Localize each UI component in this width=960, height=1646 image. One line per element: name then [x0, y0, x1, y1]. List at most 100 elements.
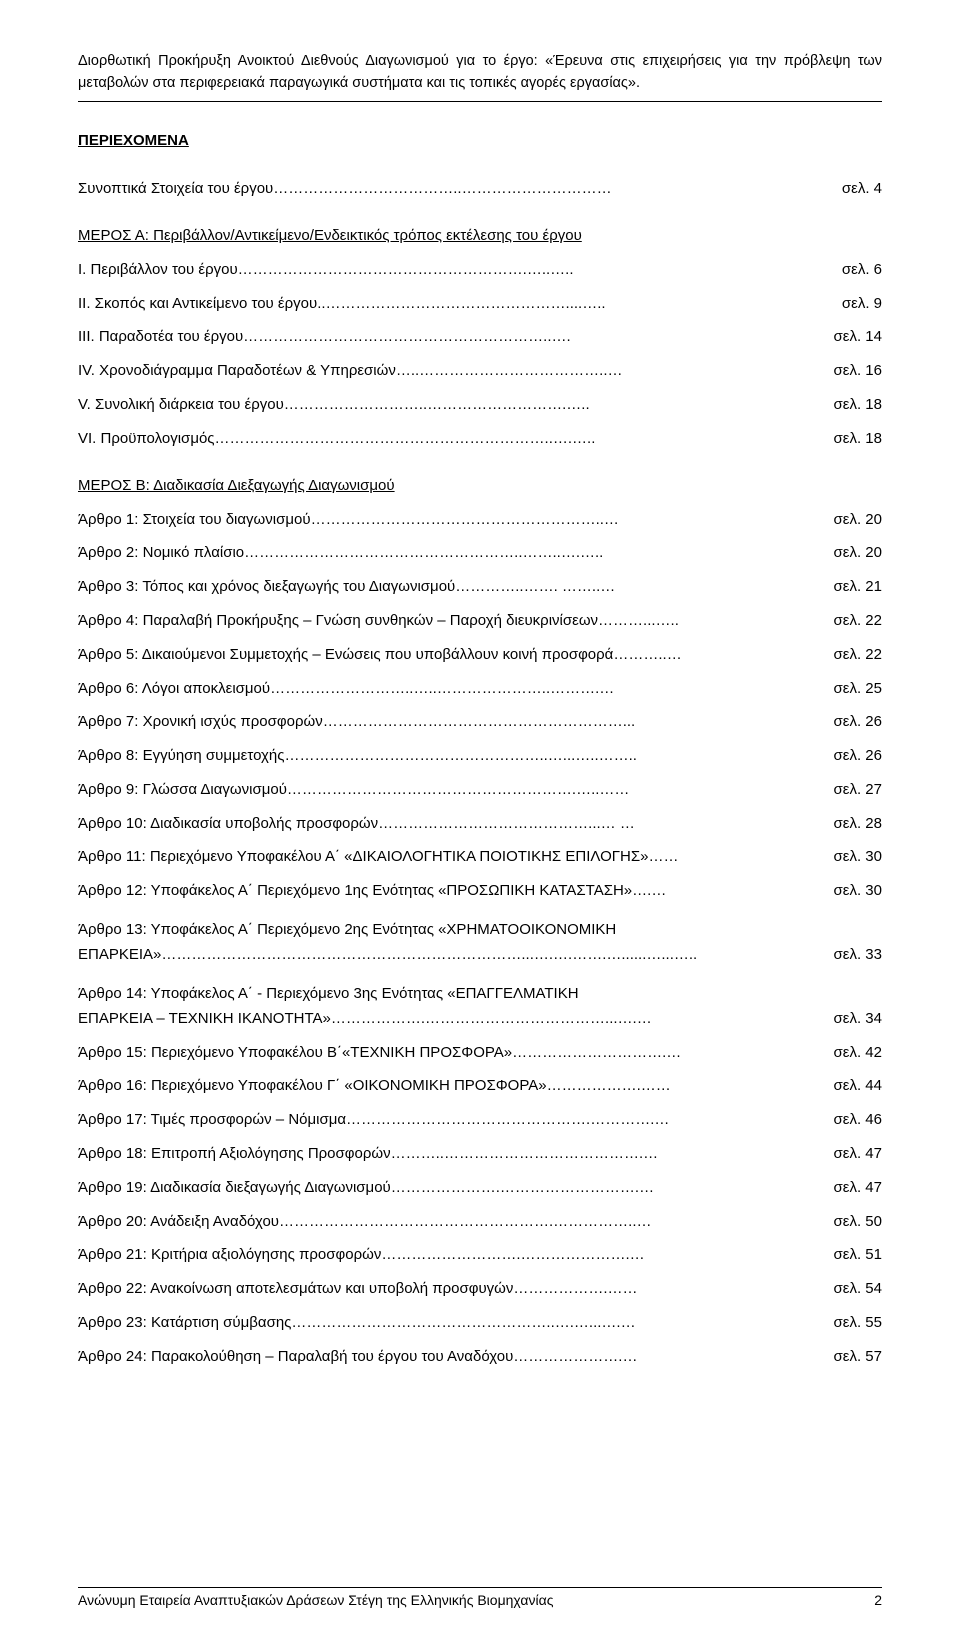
- toc-label: Άρθρο 17: Τιμές προσφορών – Νόμισμα: [78, 1110, 346, 1130]
- toc-row: Άρθρο 19: Διαδικασία διεξαγωγής Διαγωνισ…: [78, 1178, 882, 1198]
- toc-label: Άρθρο 11: Περιεχόμενο Υποφακέλου Α΄ «ΔΙΚ…: [78, 847, 648, 867]
- toc-row: Άρθρο 24: Παρακολούθηση – Παραλαβή του έ…: [78, 1347, 882, 1367]
- toc-label: ΙΙΙ. Παραδοτέα του έργου: [78, 327, 243, 347]
- toc-page: σελ. 21: [834, 577, 882, 597]
- toc-row: Άρθρο 4: Παραλαβή Προκήρυξης – Γνώση συν…: [78, 611, 882, 631]
- toc-row: IV. Χρονοδιάγραμμα Παραδοτέων & Υπηρεσιώ…: [78, 361, 882, 381]
- toc-page: σελ. 28: [834, 814, 882, 834]
- toc-row: Άρθρο 20: Ανάδειξη Αναδόχου …………………………………: [78, 1212, 882, 1232]
- toc-fill: ……………………………………...… …: [378, 814, 833, 834]
- toc-row: Άρθρο 22: Ανακοίνωση αποτελεσμάτων και υ…: [78, 1279, 882, 1299]
- toc-row: Άρθρο 1: Στοιχεία του διαγωνισμού …………………: [78, 510, 882, 530]
- toc-page: σελ. 18: [834, 395, 882, 415]
- toc-fill: ………………………………………………….…..……: [287, 780, 834, 800]
- toc-label: Άρθρο 20: Ανάδειξη Αναδόχου: [78, 1212, 279, 1232]
- toc-page: σελ. 30: [834, 847, 882, 867]
- toc-label: Άρθρο 21: Κριτήρια αξιολόγησης προσφορών: [78, 1245, 381, 1265]
- toc-row: V. Συνολική διάρκεια του έργου …………………………: [78, 395, 882, 415]
- toc-fill: ……………………….………………….…: [381, 1245, 833, 1265]
- toc-row: Άρθρο 6: Λόγοι αποκλεισμού ………………………..….…: [78, 679, 882, 699]
- toc-page: σελ. 42: [834, 1043, 882, 1063]
- toc-fill: ………………………………………….………….…: [346, 1110, 833, 1130]
- toc-label: Συνοπτικά Στοιχεία του έργου: [78, 179, 273, 199]
- contents-title: ΠΕΡΙΕΧΟΜΕΝΑ: [78, 132, 882, 149]
- toc-fill: ……………………………………………..….…...….…: [291, 1313, 833, 1333]
- toc-row: Άρθρο 21: Κριτήρια αξιολόγησης προσφορών…: [78, 1245, 882, 1265]
- toc-label: Άρθρο 8: Εγγύηση συμμετοχής: [78, 746, 284, 766]
- toc-fill: ………………………………………………..……..….…..: [244, 543, 833, 563]
- toc-label: ΙΙ. Σκοπός και Αντικείμενο του έργου: [78, 294, 317, 314]
- toc-row: Άρθρο 2: Νομικό πλαίσιο ……………………………………………: [78, 543, 882, 563]
- toc-fill: ………………….…: [513, 1347, 833, 1367]
- toc-page: σελ. 46: [834, 1110, 882, 1130]
- toc-label: Άρθρο 15: Περιεχόμενο Υποφακέλου Β΄«ΤΕΧΝ…: [78, 1043, 512, 1063]
- page-container: Διορθωτική Προκήρυξη Ανοικτού Διεθνούς Δ…: [0, 0, 960, 1646]
- toc-label: Άρθρο 4: Παραλαβή Προκήρυξης – Γνώση συν…: [78, 611, 598, 631]
- toc-fill: ……………….……: [547, 1076, 834, 1096]
- toc-label: ΕΠΑΡΚΕΙΑ»: [78, 945, 161, 965]
- toc-page: σελ. 4: [842, 179, 882, 199]
- toc-row: Άρθρο 11: Περιεχόμενο Υποφακέλου Α΄ «ΔΙΚ…: [78, 847, 882, 867]
- toc-label: Άρθρο 22: Ανακοίνωση αποτελεσμάτων και υ…: [78, 1279, 513, 1299]
- toc-row: Άρθρο 7: Χρονική ισχύς προσφορών ……………………: [78, 712, 882, 732]
- toc-fill: ………………….……………………….…: [391, 1178, 834, 1198]
- toc-row: Άρθρο 16: Περιεχόμενο Υποφακέλου Γ΄ «ΟΙΚ…: [78, 1076, 882, 1096]
- page-footer: Ανώνυμη Εταιρεία Αναπτυξιακών Δράσεων Στ…: [78, 1579, 882, 1608]
- toc-page: σελ. 25: [834, 679, 882, 699]
- toc-fill: …..………………………………..…: [396, 361, 834, 381]
- toc-fill: ……………………………………………………..….: [243, 327, 833, 347]
- toc-label: Άρθρο 19: Διαδικασία διεξαγωγής Διαγωνισ…: [78, 1178, 391, 1198]
- toc-label: Άρθρο 6: Λόγοι αποκλεισμού: [78, 679, 270, 699]
- toc-row: ΕΠΑΡΚΕΙΑ» ………………………………………………………………...….……: [78, 945, 882, 965]
- toc-label: Άρθρο 10: Διαδικασία υποβολής προσφορών: [78, 814, 378, 834]
- toc-page: σελ. 57: [834, 1347, 882, 1367]
- toc-row: Άρθρο 5: Δικαιούμενοι Συμμετοχής – Ενώσε…: [78, 645, 882, 665]
- header-divider: [78, 101, 882, 102]
- footer-row: Ανώνυμη Εταιρεία Αναπτυξιακών Δράσεων Στ…: [78, 1592, 882, 1608]
- toc-row: ΙΙ. Σκοπός και Αντικείμενο του έργου ..……: [78, 294, 882, 314]
- toc-row: Άρθρο 12: Υποφάκελος Α΄ Περιεχόμενο 1ης …: [78, 881, 882, 901]
- toc-fill: ……………….………………………………...….…: [331, 1009, 834, 1029]
- toc-label: Άρθρο 18: Επιτροπή Αξιολόγησης Προσφορών: [78, 1144, 391, 1164]
- toc-page: σελ. 20: [834, 510, 882, 530]
- toc-page: σελ. 18: [834, 429, 882, 449]
- part-b-title-text: ΜΕΡΟΣ Β: Διαδικασία Διεξαγωγής Διαγωνισμ…: [78, 477, 395, 494]
- toc-page: σελ. 9: [842, 294, 882, 314]
- part-a-title: ΜΕΡΟΣ Α: Περιβάλλον/Αντικείμενο/Ενδεικτι…: [78, 227, 882, 244]
- toc-label: Άρθρο 7: Χρονική ισχύς προσφορών: [78, 712, 323, 732]
- toc-label: Άρθρο 24: Παρακολούθηση – Παραλαβή του έ…: [78, 1347, 513, 1367]
- toc-fill: ……: [648, 847, 833, 867]
- toc-label: I. Περιβάλλον του έργου: [78, 260, 238, 280]
- toc-fill: ………………………..…..…………………..……….…: [270, 679, 833, 699]
- toc-page: σελ. 51: [834, 1245, 882, 1265]
- toc-page: σελ. 16: [834, 361, 882, 381]
- toc-fill: …………………………………………………………..….…..: [215, 429, 834, 449]
- toc-fill: ………………………………………………….…..…..: [238, 260, 842, 280]
- toc-label: Άρθρο 23: Κατάρτιση σύμβασης: [78, 1313, 291, 1333]
- footer-page-number: 2: [874, 1592, 882, 1608]
- toc-row: Άρθρο 15: Περιεχόμενο Υποφακέλου Β΄«ΤΕΧΝ…: [78, 1043, 882, 1063]
- toc-fill: ………..………………………………….…: [391, 1144, 834, 1164]
- toc-label: Άρθρο 5: Δικαιούμενοι Συμμετοχής – Ενώσε…: [78, 645, 613, 665]
- toc-page: σελ. 54: [834, 1279, 882, 1299]
- toc-fill: ….…: [632, 881, 833, 901]
- toc-row: Άρθρο 18: Επιτροπή Αξιολόγησης Προσφορών…: [78, 1144, 882, 1164]
- toc-fill: ………………………………………………………………...….….…….….....…: [161, 945, 833, 965]
- toc-row-wrap: Άρθρο 14: Υποφάκελος Α΄ - Περιεχόμενο 3η…: [78, 979, 882, 1009]
- toc-row: Άρθρο 9: Γλώσσα Διαγωνισμού …………………………………: [78, 780, 882, 800]
- toc-page: σελ. 26: [834, 746, 882, 766]
- toc-page: σελ. 20: [834, 543, 882, 563]
- footer-divider: [78, 1587, 882, 1588]
- toc-page: σελ. 44: [834, 1076, 882, 1096]
- toc-fill: ………………………..……………………….…..: [284, 395, 834, 415]
- toc-page: σελ. 47: [834, 1144, 882, 1164]
- toc-page: σελ. 47: [834, 1178, 882, 1198]
- toc-label: Άρθρο 2: Νομικό πλαίσιο: [78, 543, 244, 563]
- toc-row-wrap: Άρθρο 13: Υποφάκελος Α΄ Περιεχόμενο 2ης …: [78, 915, 882, 945]
- toc-page: σελ. 14: [834, 327, 882, 347]
- toc-label: Άρθρο 9: Γλώσσα Διαγωνισμού: [78, 780, 287, 800]
- toc-fill: …………..……. ……..…: [455, 577, 833, 597]
- toc-label: Άρθρο 16: Περιεχόμενο Υποφακέλου Γ΄ «ΟΙΚ…: [78, 1076, 547, 1096]
- toc-fill: ………...…..: [598, 611, 834, 631]
- toc-label: IV. Χρονοδιάγραμμα Παραδοτέων & Υπηρεσιώ…: [78, 361, 396, 381]
